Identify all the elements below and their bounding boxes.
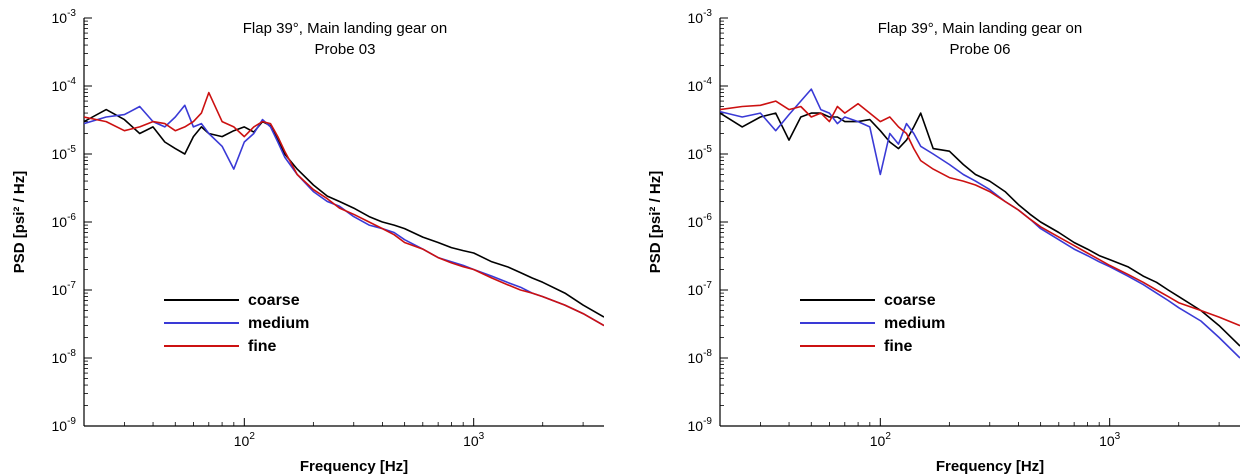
y-tick-exponent: -4 bbox=[67, 76, 76, 87]
x-tick-exponent: 3 bbox=[1115, 431, 1121, 442]
y-tick-exponent: -5 bbox=[67, 144, 76, 155]
series-line-fine bbox=[84, 91, 604, 327]
y-tick-base: 10 bbox=[52, 350, 68, 366]
y-tick-label: 10-5 bbox=[688, 144, 713, 162]
legend-label-medium: medium bbox=[884, 315, 945, 332]
y-tick-exponent: -8 bbox=[703, 348, 712, 359]
y-tick-base: 10 bbox=[688, 78, 704, 94]
y-tick-label: 10-8 bbox=[688, 348, 713, 366]
y-tick-base: 10 bbox=[52, 282, 68, 298]
y-tick-label: 10-4 bbox=[688, 76, 713, 94]
y-tick-label: 10-3 bbox=[688, 8, 713, 26]
y-tick-exponent: -7 bbox=[67, 280, 76, 291]
y-tick-label: 10-8 bbox=[52, 348, 77, 366]
series-line-medium bbox=[720, 88, 1240, 359]
chart-title: Flap 39°, Main landing gear on bbox=[243, 20, 447, 37]
y-tick-base: 10 bbox=[688, 282, 704, 298]
y-tick-exponent: -5 bbox=[703, 144, 712, 155]
y-tick-exponent: -6 bbox=[703, 212, 712, 223]
series-line-coarse bbox=[720, 112, 1240, 347]
y-tick-label: 10-9 bbox=[688, 416, 713, 434]
y-tick-label: 10-5 bbox=[52, 144, 77, 162]
y-tick-exponent: -7 bbox=[703, 280, 712, 291]
x-tick-exponent: 2 bbox=[885, 431, 891, 442]
x-tick-exponent: 3 bbox=[479, 431, 485, 442]
y-tick-base: 10 bbox=[52, 214, 68, 230]
y-tick-exponent: -6 bbox=[67, 212, 76, 223]
y-tick-label: 10-4 bbox=[52, 76, 77, 94]
y-axis-title: PSD [psi² / Hz] bbox=[647, 171, 664, 274]
chart-title: Flap 39°, Main landing gear on bbox=[878, 20, 1082, 37]
y-tick-exponent: -4 bbox=[703, 76, 712, 87]
series-line-medium bbox=[84, 104, 604, 327]
x-tick-label: 102 bbox=[870, 431, 892, 449]
y-tick-label: 10-3 bbox=[52, 8, 77, 26]
y-tick-label: 10-6 bbox=[688, 212, 713, 230]
x-tick-base: 10 bbox=[870, 433, 886, 449]
x-axis-title: Frequency [Hz] bbox=[936, 458, 1044, 475]
y-tick-exponent: -9 bbox=[67, 416, 76, 427]
y-tick-base: 10 bbox=[52, 78, 68, 94]
legend-label-coarse: coarse bbox=[884, 292, 936, 309]
y-tick-base: 10 bbox=[688, 418, 704, 434]
legend-label-coarse: coarse bbox=[248, 292, 300, 309]
chart-subtitle: Probe 06 bbox=[950, 41, 1011, 58]
x-tick-label: 103 bbox=[1099, 431, 1121, 449]
x-axis-title: Frequency [Hz] bbox=[300, 458, 408, 475]
y-tick-base: 10 bbox=[688, 350, 704, 366]
x-tick-label: 103 bbox=[463, 431, 485, 449]
y-tick-base: 10 bbox=[52, 418, 68, 434]
chart-subtitle: Probe 03 bbox=[315, 41, 376, 58]
y-axis-title: PSD [psi² / Hz] bbox=[11, 171, 28, 274]
x-tick-base: 10 bbox=[234, 433, 250, 449]
x-tick-label: 102 bbox=[234, 431, 256, 449]
legend-label-medium: medium bbox=[248, 315, 309, 332]
x-tick-base: 10 bbox=[1099, 433, 1115, 449]
legend-label-fine: fine bbox=[248, 338, 277, 355]
y-tick-base: 10 bbox=[52, 10, 68, 26]
series-line-coarse bbox=[84, 108, 604, 318]
y-tick-label: 10-9 bbox=[52, 416, 77, 434]
legend-label-fine: fine bbox=[884, 338, 913, 355]
y-tick-label: 10-7 bbox=[52, 280, 77, 298]
x-tick-base: 10 bbox=[463, 433, 479, 449]
y-tick-label: 10-6 bbox=[52, 212, 77, 230]
y-tick-base: 10 bbox=[688, 10, 704, 26]
y-tick-exponent: -8 bbox=[67, 348, 76, 359]
series-line-fine bbox=[720, 100, 1240, 327]
y-tick-base: 10 bbox=[52, 146, 68, 162]
x-tick-exponent: 2 bbox=[249, 431, 255, 442]
y-tick-label: 10-7 bbox=[688, 280, 713, 298]
y-tick-exponent: -3 bbox=[67, 8, 76, 19]
y-tick-base: 10 bbox=[688, 214, 704, 230]
y-tick-exponent: -3 bbox=[703, 8, 712, 19]
y-tick-exponent: -9 bbox=[703, 416, 712, 427]
y-tick-base: 10 bbox=[688, 146, 704, 162]
